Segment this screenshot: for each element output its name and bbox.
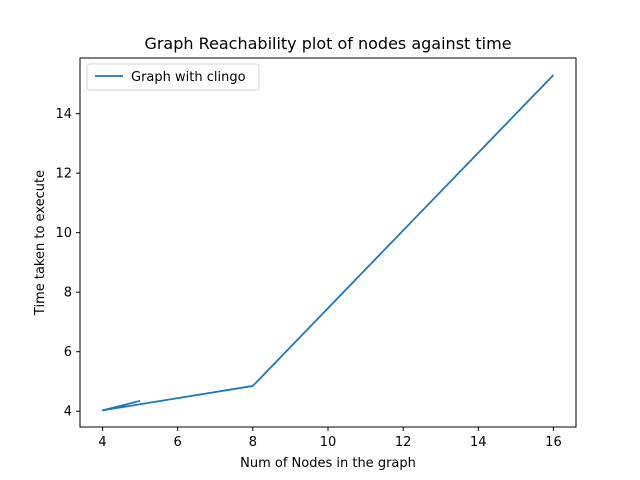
axis-ticks: 4 6 8 10 12 14 16 4 6 8 10 12 14 [55, 107, 561, 450]
series-line [101, 74, 555, 412]
x-tick-label: 10 [320, 435, 337, 450]
y-tick-label: 14 [55, 107, 72, 122]
x-tick-label: 12 [395, 435, 412, 450]
y-tick-label: 10 [55, 226, 72, 241]
legend: Graph with clingo [86, 63, 260, 91]
y-tick-label: 4 [64, 405, 72, 420]
x-tick-label: 8 [249, 435, 257, 450]
y-axis-label: Time taken to execute [33, 170, 48, 316]
x-axis-label: Num of Nodes in the graph [240, 456, 416, 471]
plot-area [101, 74, 555, 412]
y-tick-label: 6 [64, 345, 72, 360]
x-tick-label: 16 [545, 435, 562, 450]
y-tick-label: 12 [55, 167, 72, 182]
x-tick-label: 4 [98, 435, 106, 450]
x-tick-label: 6 [174, 435, 182, 450]
x-tick-label: 14 [470, 435, 487, 450]
legend-box [86, 63, 260, 91]
chart-title: Graph Reachability plot of nodes against… [144, 34, 511, 53]
legend-label: Graph with clingo [131, 70, 246, 85]
y-tick-label: 8 [64, 286, 72, 301]
